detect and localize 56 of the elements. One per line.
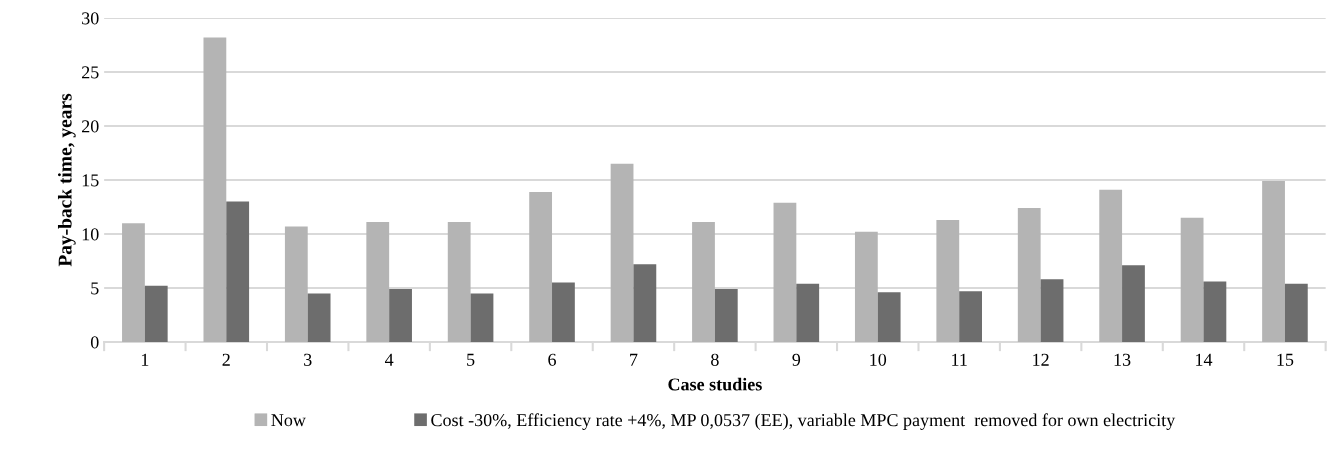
bar [284,226,308,342]
bar [226,201,250,342]
legend-label: Now [271,414,306,427]
bar [936,219,960,342]
bar [389,289,412,342]
x-tick-label: 7 [630,353,638,366]
x-tick-label: 6 [548,353,556,366]
bar [610,163,634,342]
y-axis-title: Pay-back time, years [57,93,76,267]
x-tick-label: 15 [1277,353,1294,366]
y-tick-label: 10 [82,228,99,241]
y-tick-label: 25 [82,66,99,79]
x-tick-label: 1 [141,353,149,366]
bar [144,285,168,342]
x-tick-label: 3 [304,353,312,366]
bar [470,293,494,342]
bar [877,292,901,342]
y-tick-label: 5 [91,282,99,295]
x-tick-label: 10 [870,353,887,366]
bar [203,37,227,342]
x-tick-label: 12 [1033,353,1049,366]
legend-label: Cost -30%, Efficiency rate +4%, MP 0,0537 (EE), variable MPC payment removed for own electricity [431,413,1176,430]
bar [447,222,471,342]
bar [796,283,820,342]
bar [773,202,797,342]
x-tick-label: 5 [467,353,475,366]
x-tick-label: 9 [792,353,801,366]
bar [854,231,878,342]
x-tick-label: 11 [952,353,967,366]
x-axis-title: Case studies [668,377,762,391]
bar [366,222,390,342]
x-tick-label: 4 [384,353,394,366]
bar [1017,208,1041,342]
x-tick-label: 8 [711,353,719,366]
y-tick-label: 30 [82,12,99,25]
bar [1122,265,1145,342]
bar [1040,279,1064,342]
x-tick-label: 2 [222,353,230,366]
y-tick-label: 0 [90,336,99,349]
bar [1284,283,1308,342]
bar [122,223,145,342]
bar [714,289,738,342]
bar [1099,189,1123,342]
x-tick-label: 14 [1196,353,1213,366]
bar [959,291,982,342]
bar [1180,217,1204,342]
x-tick-label: 13 [1114,353,1131,366]
bar [1262,181,1285,342]
bar [692,222,715,342]
bar [1203,281,1227,342]
y-tick-label: 20 [82,120,99,133]
bar [529,191,553,342]
bar [552,282,575,342]
bar [307,293,331,342]
bar [633,264,657,342]
y-tick-label: 15 [82,174,99,187]
